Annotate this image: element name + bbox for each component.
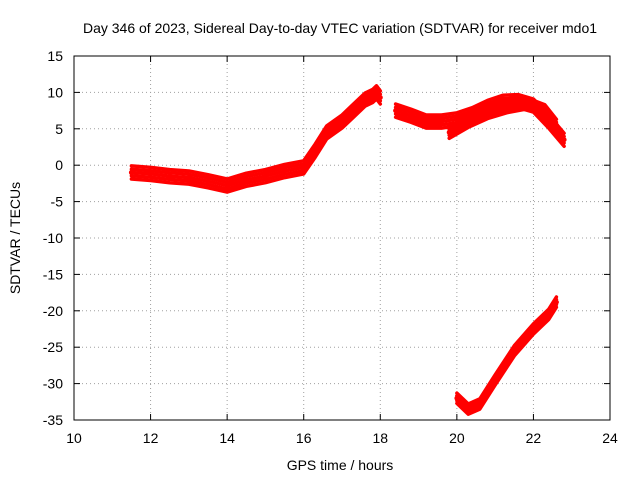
y-tick-label: -15 <box>43 266 63 282</box>
chart-title: Day 346 of 2023, Sidereal Day-to-day VTE… <box>83 20 597 36</box>
series-line-segment-3 <box>447 95 559 129</box>
data-point <box>553 299 559 305</box>
data-point <box>186 175 192 181</box>
data-point <box>377 95 383 100</box>
data-point <box>465 406 471 412</box>
y-tick-label: 0 <box>55 157 63 173</box>
data-point <box>477 401 483 407</box>
data-point <box>546 311 552 317</box>
data-point <box>485 110 490 116</box>
series-line-segment-1 <box>129 87 383 185</box>
data-point <box>523 100 529 106</box>
x-tick-label: 22 <box>526 430 542 446</box>
x-tick-label: 10 <box>66 430 82 446</box>
data-point <box>339 119 345 124</box>
data-point <box>439 119 444 124</box>
x-tick-label: 14 <box>219 430 235 446</box>
x-tick-labels: 10 12 14 16 18 20 22 24 <box>66 430 618 446</box>
x-tick-label: 20 <box>449 430 465 446</box>
y-tick-label: -10 <box>43 230 63 246</box>
series-line-segment-1 <box>129 93 383 191</box>
data-point <box>224 183 230 189</box>
y-tick-label: -30 <box>43 376 63 392</box>
data-point <box>362 97 368 103</box>
x-tick-label: 12 <box>143 430 159 446</box>
data-point <box>374 89 379 95</box>
data-point <box>351 108 356 114</box>
y-axis-label: SDTVAR / TECUs <box>7 182 23 294</box>
data-point <box>370 93 376 99</box>
data-point <box>324 129 330 135</box>
series-line-segment-3 <box>447 104 559 138</box>
data-point <box>312 148 318 154</box>
y-tick-label: 10 <box>47 84 63 100</box>
data-point <box>243 177 249 183</box>
y-tick-label: -25 <box>43 339 63 355</box>
series-line-segment-3 <box>447 98 559 132</box>
data-point <box>393 108 399 114</box>
data-point <box>530 326 536 332</box>
data-point <box>262 173 268 179</box>
series-line-segment-4 <box>455 295 559 406</box>
data-point <box>542 108 548 114</box>
series-line-segment-3 <box>447 107 559 141</box>
data-point <box>423 119 429 124</box>
data-point <box>446 129 452 135</box>
data-point <box>553 122 559 128</box>
x-tick-label: 24 <box>602 430 618 446</box>
x-tick-label: 18 <box>372 430 388 446</box>
data-point <box>128 170 134 175</box>
x-tick-label: 16 <box>296 430 312 446</box>
data-point <box>205 178 211 184</box>
data-point <box>492 377 498 383</box>
data-series <box>128 84 567 416</box>
data-point <box>454 395 460 401</box>
series-line-segment-1 <box>129 97 383 194</box>
data-point <box>148 171 154 177</box>
data-point <box>504 104 510 110</box>
y-tick-labels: 15 10 5 0 -5 -10 -15 -20 -25 -30 -35 <box>43 48 63 428</box>
data-point <box>465 119 471 124</box>
data-point <box>167 173 173 179</box>
y-tick-label: -35 <box>43 412 63 428</box>
data-point <box>511 348 517 354</box>
data-point <box>301 164 307 170</box>
y-tick-label: 15 <box>47 48 63 64</box>
data-point <box>282 168 288 174</box>
y-tick-label: 5 <box>55 121 63 137</box>
data-point <box>408 113 414 119</box>
x-axis-label: GPS time / hours <box>287 457 394 473</box>
y-tick-label: -5 <box>51 194 64 210</box>
y-tick-label: -20 <box>43 303 63 319</box>
plot-frame <box>73 55 611 421</box>
data-point <box>561 137 567 143</box>
series-line-segment-1 <box>129 84 383 181</box>
